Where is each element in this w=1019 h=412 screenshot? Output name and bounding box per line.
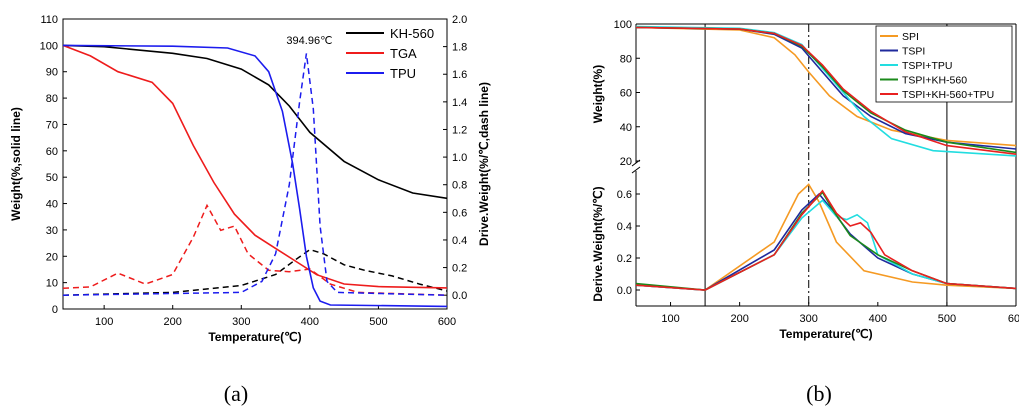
panel-b-deriv-line-tspi-kh-560 (636, 191, 1016, 291)
panel-b-y-top-tick-label: 80 (620, 53, 632, 65)
panel-a-y-right-tick-label: 0.8 (452, 180, 467, 192)
panel-a-y-left-tick-label: 80 (46, 93, 58, 105)
panel-b-y-bottom-tick-label: 0.6 (617, 189, 632, 201)
panel-a-weight-line-kh-560 (63, 44, 447, 200)
panel-a-x-tick-label: 600 (438, 316, 456, 328)
panel-b-deriv-line-spi (636, 183, 1016, 291)
panel-a-y-right-tick-label: 2.0 (452, 14, 467, 26)
panel-a-deriv-line-tga (63, 203, 447, 296)
panel-b-x-tick-label: 60 (1008, 313, 1019, 325)
panel-b-x-axis-label: Temperature(℃) (779, 327, 872, 341)
panel-b-caption: (b) (806, 381, 832, 406)
panel-b-legend-label: TSPI (902, 46, 925, 58)
panel-b-axis-break-mark (631, 166, 641, 174)
panel-b-y-bottom-tick-label: 0.4 (617, 221, 632, 233)
panel-b-deriv-line-tspi-kh-560-tpu (636, 189, 1016, 291)
panel-a-y-left-tick-label: 110 (40, 14, 58, 26)
panel-a-x-tick-label: 500 (369, 316, 387, 328)
panel-b-x-tick-label: 100 (661, 313, 679, 325)
panel-a-legend-label: TGA (390, 46, 417, 61)
panel-b-deriv-line-tspi (636, 192, 1016, 291)
panel-a-y-right-tick-label: 1.4 (452, 97, 467, 109)
panel-a-y-right-tick-label: 0.2 (452, 263, 467, 275)
panel-b-y-bottom-tick-label: 0.0 (617, 285, 632, 297)
panel-b-x-tick-label: 200 (730, 313, 748, 325)
panel-a-x-tick-label: 200 (164, 316, 182, 328)
panel-a-x-tick-label: 400 (301, 316, 319, 328)
panel-a-y-left-tick-label: 100 (40, 40, 58, 52)
panel-b-y-bottom-tick-label: 0.2 (617, 253, 632, 265)
panel-a-caption: (a) (224, 381, 248, 406)
panel-a-legend-label: KH-560 (390, 26, 434, 41)
panel-a-y-left-tick-label: 30 (46, 225, 58, 237)
panel-b-weight-line-spi (636, 26, 1016, 147)
panel-b-legend-label: TSPI+TPU (902, 60, 952, 72)
panel-b-y-bottom-axis-label: Derive.Weight(%/℃) (591, 186, 605, 301)
panel-a-x-tick-label: 100 (95, 316, 113, 328)
panel-a-y-right-tick-label: 1.2 (452, 124, 467, 136)
panel-b-y-top-axis-label: Weight(%) (591, 65, 605, 123)
panel-a-deriv-line-kh-560 (63, 248, 447, 296)
panel-a-y-right-tick-label: 0.0 (452, 290, 467, 302)
panel-a-y-right-tick-label: 0.6 (452, 207, 467, 219)
panel-b-x-tick-label: 300 (800, 313, 818, 325)
panel-b-weight-line-tspi-kh-560-tpu (636, 26, 1016, 155)
panel-a-y-left-tick-label: 10 (46, 278, 58, 290)
panel-a-frame (62, 18, 448, 310)
panel-a-y-left-tick-label: 0 (52, 304, 58, 316)
panel-a-x-axis-label: Temperature(℃) (208, 330, 301, 344)
panel-a-y-right-tick-label: 1.6 (452, 69, 467, 81)
panel-a-legend: KH-560 TGA TPU (346, 26, 434, 81)
panel-b-legend: SPI TSPI TSPI+TPU TSPI+KH-560 TSPI+KH-560+TP… (875, 25, 1013, 103)
panel-a-x-tick-label: 300 (232, 316, 250, 328)
panel-a-y-left-tick-label: 60 (46, 146, 58, 158)
panel-b-y-top-tick-label: 100 (614, 19, 632, 31)
panel-b-y-top-tick-label: 60 (620, 88, 632, 100)
panel-a-y-left-axis-label: Weight(%,solid line) (9, 107, 23, 221)
panel-a-y-left-tick-label: 90 (46, 67, 58, 79)
panel-b-x-tick-label: 500 (938, 313, 956, 325)
panel-b-y-top-tick-label: 20 (620, 156, 632, 168)
panel-b-legend-box (875, 25, 1013, 103)
panel-b-y-top-tick-label: 40 (620, 122, 632, 134)
panel-b-x-tick-label: 400 (869, 313, 887, 325)
panel-a-y-right-tick-label: 1.0 (452, 152, 467, 164)
panel-a-y-left-tick-label: 20 (46, 251, 58, 263)
panel-b-deriv-line-tspi-tpu (636, 199, 1016, 291)
panel-a-y-right-tick-label: 1.8 (452, 42, 467, 54)
panel-a-y-left-tick-label: 70 (46, 119, 58, 131)
panel-a-peak-annotation: 394.96℃ (286, 35, 332, 47)
panel-a-y-right-tick-label: 0.4 (452, 235, 467, 247)
panel-a-y-left-tick-label: 40 (46, 199, 58, 211)
panel-b-legend-label: TSPI+KH-560 (902, 75, 967, 87)
panel-b-legend-label: TSPI+KH-560+TPU (902, 89, 994, 101)
panel-a-y-right-axis-label: Drive.Weight(%/℃,dash line) (477, 82, 491, 246)
panel-b-legend-label: SPI (902, 31, 919, 43)
panel-a-deriv-line-tpu (63, 53, 447, 296)
panel-a-y-left-tick-label: 50 (46, 172, 58, 184)
panel-a-legend-label: TPU (390, 66, 416, 81)
panel-a-weight-line-tpu (63, 44, 447, 308)
panel-a-weight-line-tga (63, 44, 447, 289)
